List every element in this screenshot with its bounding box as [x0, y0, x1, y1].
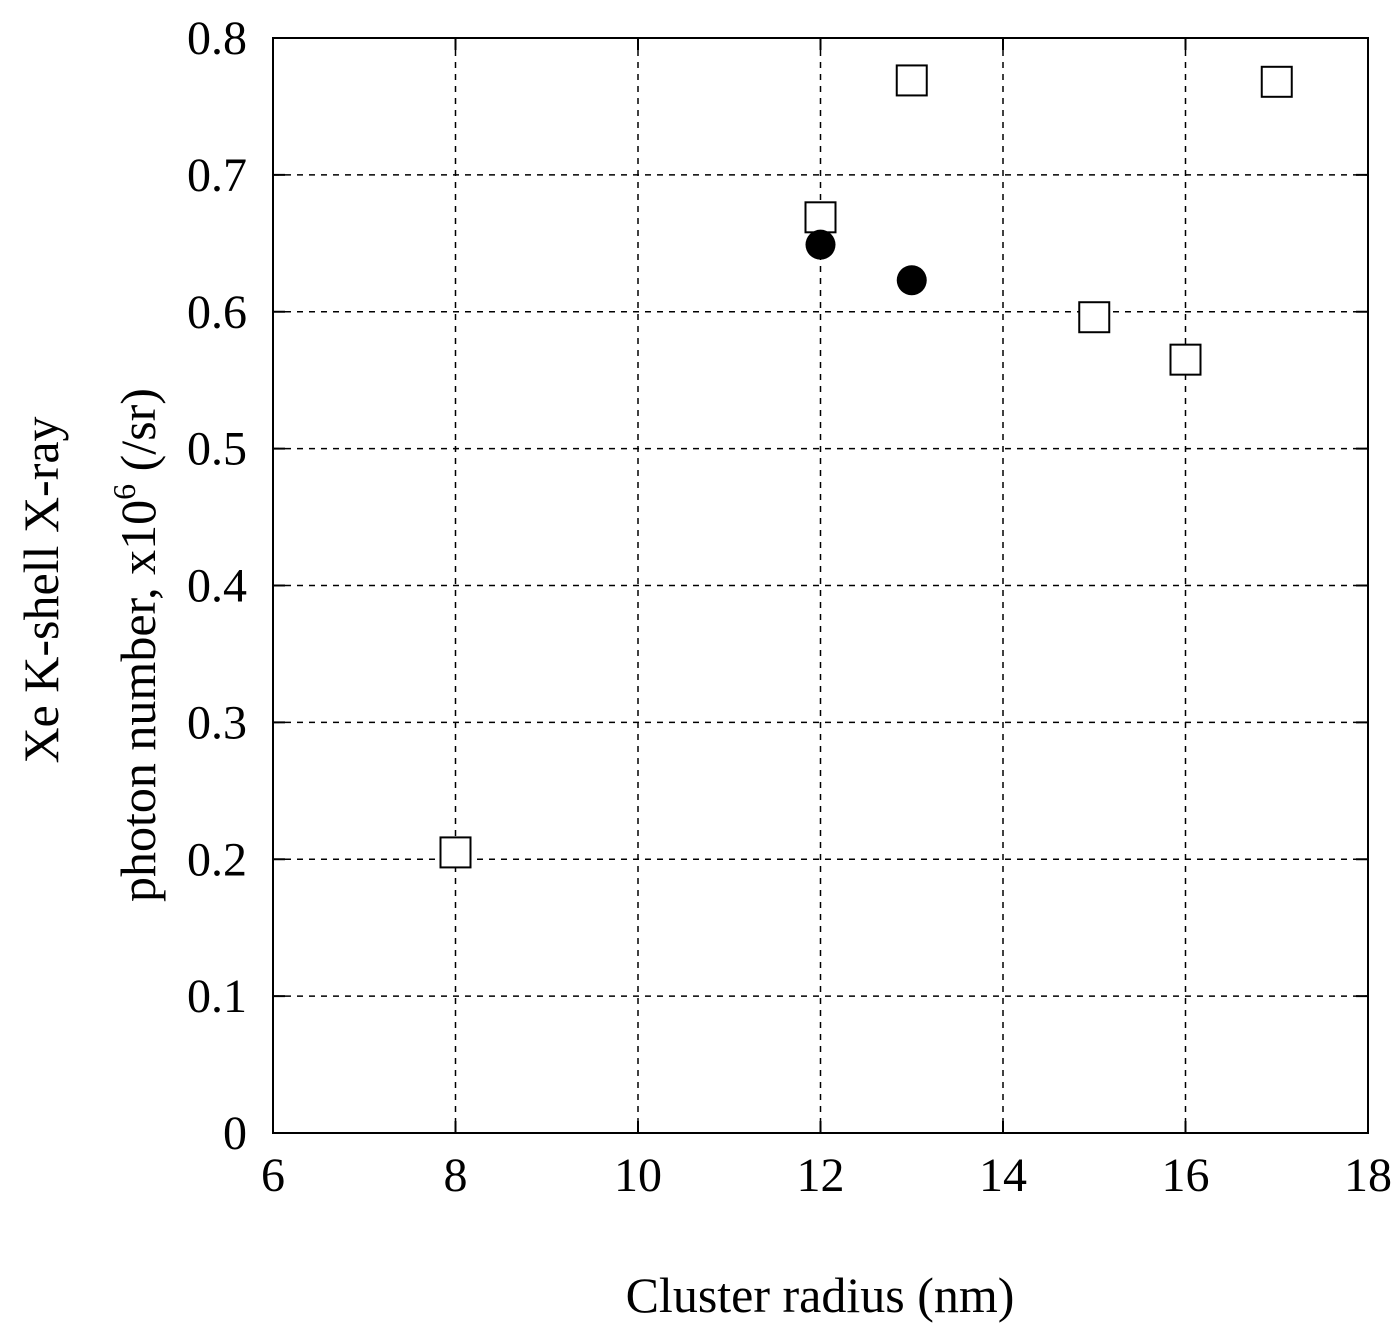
y-tick-label: 0.4 — [187, 560, 247, 613]
y-axis-title-2: photon number, x106 (/sr) — [106, 388, 166, 902]
y-axis-title-exponent: 6 — [106, 484, 142, 500]
x-tick-label: 16 — [1162, 1149, 1210, 1202]
y-tick-label: 0.7 — [187, 149, 247, 202]
y-tick-label: 0.8 — [187, 12, 247, 65]
y-tick-label: 0.2 — [187, 833, 247, 886]
marker-open-square — [895, 64, 928, 97]
y-axis-title-prefix: photon number, x10 — [110, 500, 166, 902]
x-tick-label: 10 — [614, 1149, 662, 1202]
y-tick-label: 0.3 — [187, 696, 247, 749]
y-axis-ticks: 0 0.1 0.2 0.3 0.4 0.5 0.6 0.7 0.8 — [187, 12, 1368, 1160]
marker-open-square — [1078, 301, 1111, 334]
y-axis-title-line1: Xe K-shell X-ray — [13, 416, 69, 763]
marker-filled-circle — [896, 265, 927, 296]
x-tick-label: 8 — [444, 1149, 468, 1202]
marker-open-square — [804, 201, 837, 234]
x-axis-title: Cluster radius (nm) — [626, 1267, 1015, 1323]
y-axis-title: Xe K-shell X-ray — [13, 416, 69, 763]
y-axis-title-line2: photon number, x106 (/sr) — [106, 388, 166, 902]
x-tick-label: 18 — [1344, 1149, 1392, 1202]
marker-open-square — [1260, 65, 1293, 98]
x-tick-label: 12 — [797, 1149, 845, 1202]
marker-filled-circle — [805, 229, 836, 260]
x-tick-label: 6 — [261, 1149, 285, 1202]
marker-open-square — [439, 836, 472, 869]
y-tick-label: 0.1 — [187, 970, 247, 1023]
x-tick-label: 14 — [979, 1149, 1027, 1202]
x-axis-ticks: 6 8 10 12 14 16 18 — [261, 38, 1392, 1202]
y-tick-label: 0 — [223, 1107, 247, 1160]
y-tick-label: 0.6 — [187, 286, 247, 339]
y-axis-title-suffix: (/sr) — [110, 388, 166, 484]
y-tick-label: 0.5 — [187, 423, 247, 476]
marker-open-square — [1169, 343, 1202, 376]
data-points — [439, 64, 1293, 869]
